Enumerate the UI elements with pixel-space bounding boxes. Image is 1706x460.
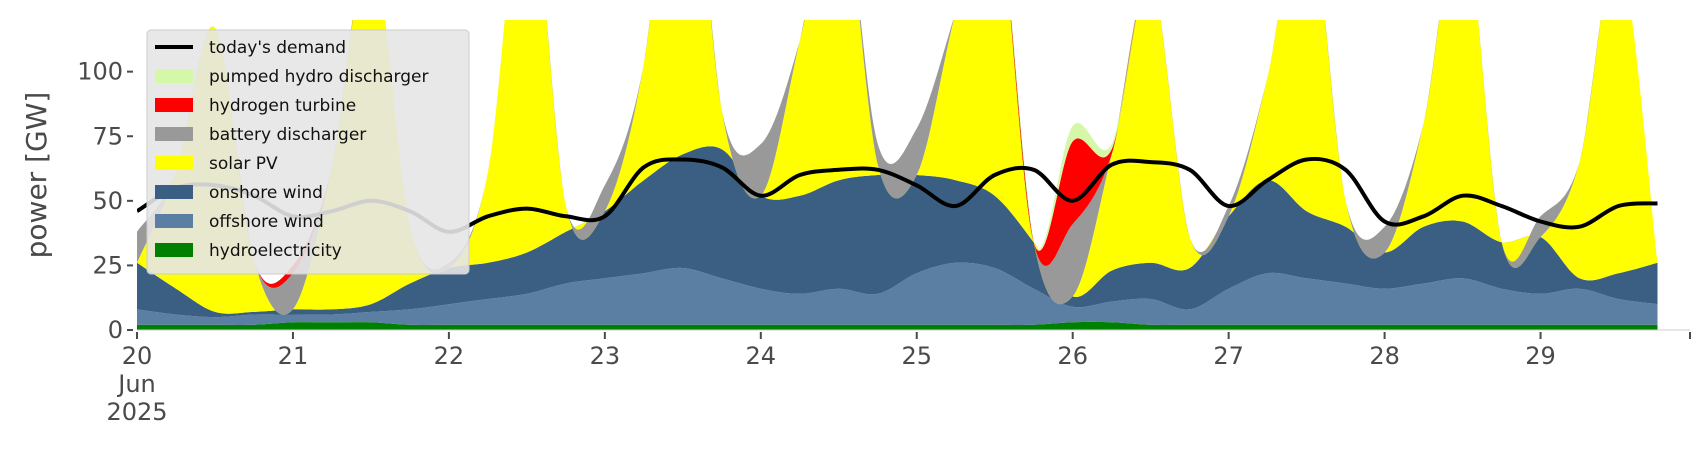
x-tick-label: 21 [278, 342, 309, 370]
area-hydroelectricity [137, 321, 1658, 330]
legend-swatch-pumped-hydro-discharger [155, 69, 193, 83]
area-solar-pv [137, 20, 1658, 315]
legend-swatch-battery-discharger [155, 127, 193, 141]
x-tick-label: 24 [746, 342, 777, 370]
legend-swatch-hydrogen-turbine [155, 98, 193, 112]
y-tick-label: 0 [108, 316, 123, 344]
legend-swatch-solar-pv [155, 156, 193, 170]
y-tick-label: 50 [92, 187, 123, 215]
x-tick-label: 22 [434, 342, 465, 370]
legend-swatch-onshore-wind [155, 185, 193, 199]
legend-box [146, 29, 470, 275]
y-tick-label: 25 [92, 251, 123, 279]
legend-label-hydrogen-turbine: hydrogen turbine [209, 96, 356, 116]
y-tick-label: 75 [92, 122, 123, 150]
y-axis-label: power [GW] [20, 92, 53, 259]
x-tick-label: 28 [1369, 342, 1400, 370]
area-battery-discharger [137, 20, 1658, 315]
x-tick-sublabel: Jun [116, 370, 156, 398]
legend-label-offshore-wind: offshore wind [209, 212, 324, 232]
legend-label-hydroelectricity: hydroelectricity [209, 241, 342, 261]
legend-swatch-offshore-wind [155, 214, 193, 228]
legend-label-today-s-demand: today's demand [209, 38, 346, 58]
area-offshore-wind [137, 262, 1658, 326]
x-tick-label: 29 [1525, 342, 1556, 370]
area-onshore-wind [137, 146, 1658, 318]
x-tick-sublabel2: 2025 [106, 398, 167, 426]
legend-label-battery-discharger: battery discharger [209, 125, 366, 145]
x-tick-label: 26 [1057, 342, 1088, 370]
legend-swatch-hydroelectricity [155, 243, 193, 257]
x-tick-label: 23 [590, 342, 621, 370]
legend-label-onshore-wind: onshore wind [209, 183, 323, 203]
stacked-areas [137, 20, 1658, 330]
legend-label-pumped-hydro-discharger: pumped hydro discharger [209, 67, 428, 87]
x-tick-label: 27 [1213, 342, 1244, 370]
x-tick-label: 20 [122, 342, 153, 370]
y-tick-label: 100 [77, 58, 123, 86]
legend: today's demand pumped hydro discharger hyd… [146, 29, 470, 275]
legend-label-solar-pv: solar PV [209, 154, 278, 174]
x-tick-label: 25 [901, 342, 932, 370]
